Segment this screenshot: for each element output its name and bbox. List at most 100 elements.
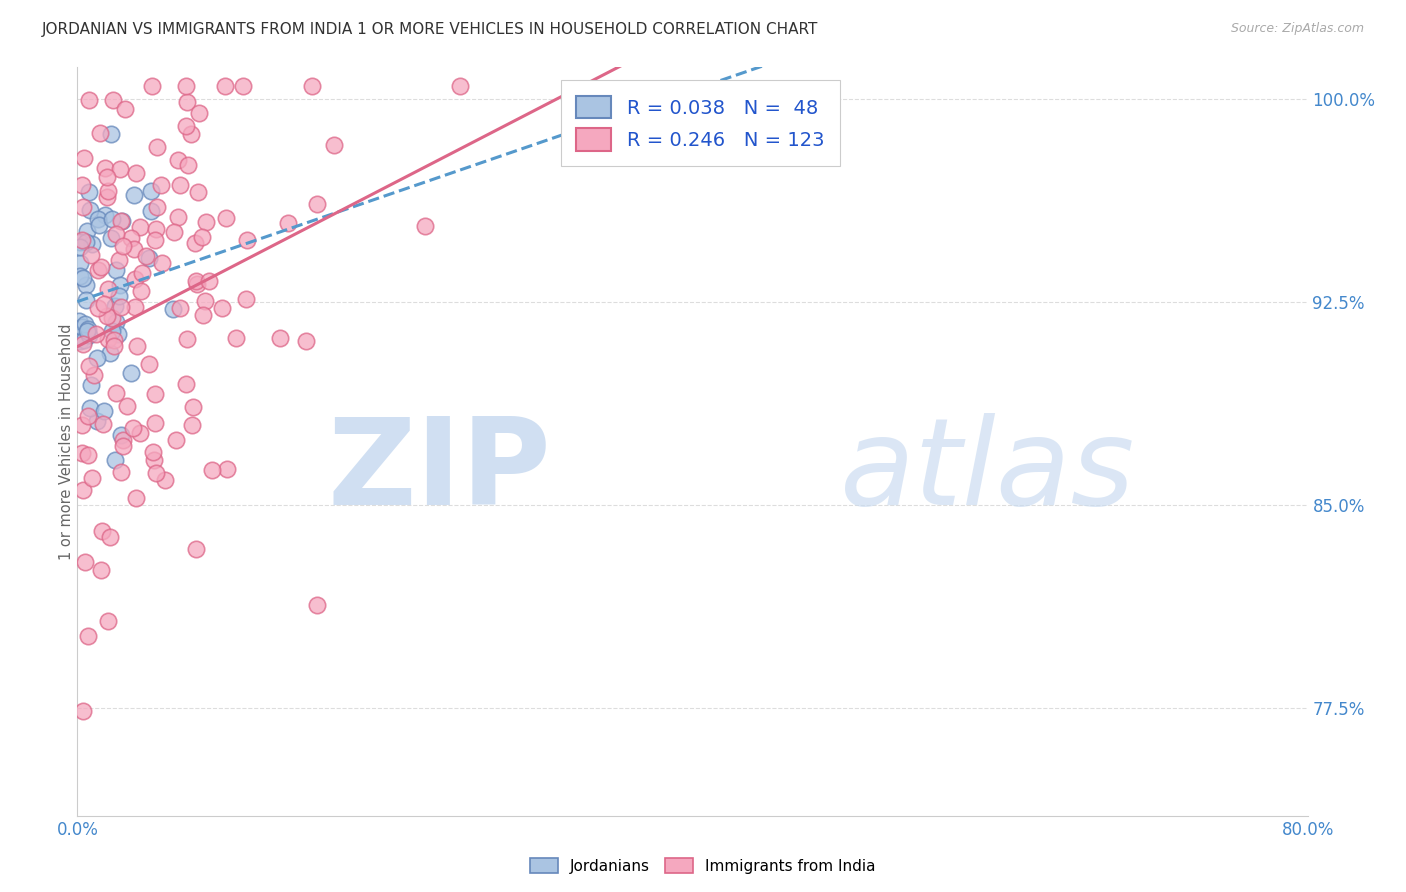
Point bbox=[186, 277, 208, 291]
Point bbox=[107, 253, 129, 268]
Point bbox=[73, 333, 96, 347]
Point bbox=[108, 277, 131, 292]
Point bbox=[91, 417, 114, 432]
Y-axis label: 1 or more Vehicles in Household: 1 or more Vehicles in Household bbox=[59, 323, 73, 560]
Point bbox=[75, 235, 97, 249]
Point bbox=[143, 416, 166, 430]
Point bbox=[186, 541, 208, 556]
Point bbox=[87, 219, 110, 233]
Point bbox=[191, 229, 214, 244]
Point bbox=[167, 153, 190, 167]
Point bbox=[143, 233, 166, 247]
Point bbox=[215, 462, 238, 476]
Point bbox=[145, 221, 167, 235]
Point bbox=[79, 401, 101, 415]
Point bbox=[77, 359, 100, 373]
Point bbox=[73, 151, 96, 165]
Point bbox=[142, 445, 165, 459]
Point bbox=[214, 78, 236, 93]
Point bbox=[145, 467, 167, 481]
Point bbox=[183, 235, 205, 250]
Point bbox=[86, 351, 108, 365]
Point bbox=[112, 439, 135, 453]
Point bbox=[120, 231, 142, 245]
Point bbox=[87, 211, 110, 226]
Point bbox=[76, 324, 98, 338]
Point bbox=[105, 263, 128, 277]
Point bbox=[70, 320, 93, 334]
Point bbox=[91, 524, 114, 538]
Point bbox=[141, 184, 163, 198]
Point bbox=[449, 78, 471, 93]
Point bbox=[115, 399, 138, 413]
Point bbox=[128, 425, 150, 440]
Point bbox=[269, 331, 291, 345]
Point bbox=[79, 202, 101, 217]
Point bbox=[97, 332, 120, 346]
Point bbox=[93, 297, 115, 311]
Point bbox=[236, 233, 259, 247]
Point bbox=[94, 161, 117, 175]
Point bbox=[322, 138, 344, 153]
Point bbox=[93, 404, 115, 418]
Point bbox=[104, 299, 127, 313]
Point bbox=[96, 170, 118, 185]
Point bbox=[112, 238, 135, 252]
Point bbox=[72, 200, 94, 214]
Point bbox=[94, 209, 117, 223]
Point bbox=[77, 448, 100, 462]
Point bbox=[301, 78, 323, 93]
Point bbox=[150, 256, 173, 270]
Point bbox=[69, 314, 91, 328]
Point bbox=[235, 292, 257, 306]
Point bbox=[89, 126, 111, 140]
Point bbox=[72, 270, 94, 285]
Point bbox=[100, 231, 122, 245]
Point bbox=[194, 294, 217, 309]
Point bbox=[100, 127, 122, 141]
Point bbox=[98, 346, 121, 360]
Point bbox=[70, 178, 93, 192]
Point bbox=[84, 326, 107, 341]
Point bbox=[86, 263, 108, 277]
Point bbox=[129, 219, 152, 234]
Point bbox=[167, 211, 190, 225]
Point bbox=[232, 78, 254, 93]
Point bbox=[114, 102, 136, 116]
Point bbox=[307, 598, 329, 612]
Point bbox=[122, 421, 145, 435]
Text: JORDANIAN VS IMMIGRANTS FROM INDIA 1 OR MORE VEHICLES IN HOUSEHOLD CORRELATION C: JORDANIAN VS IMMIGRANTS FROM INDIA 1 OR … bbox=[42, 22, 818, 37]
Point bbox=[104, 315, 127, 329]
Legend: Jordanians, Immigrants from India: Jordanians, Immigrants from India bbox=[524, 852, 882, 880]
Point bbox=[70, 445, 93, 459]
Point bbox=[77, 322, 100, 336]
Point bbox=[180, 417, 202, 432]
Point bbox=[187, 185, 209, 199]
Point bbox=[110, 300, 132, 314]
Point bbox=[191, 309, 214, 323]
Point bbox=[101, 211, 124, 226]
Point bbox=[72, 418, 94, 433]
Point bbox=[174, 119, 197, 133]
Point bbox=[413, 219, 436, 233]
Point bbox=[110, 214, 132, 228]
Point bbox=[305, 197, 328, 211]
Point bbox=[174, 78, 197, 93]
Point bbox=[135, 249, 157, 263]
Text: ZIP: ZIP bbox=[328, 413, 551, 530]
Point bbox=[79, 94, 101, 108]
Point bbox=[86, 414, 108, 428]
Point bbox=[77, 185, 100, 199]
Point bbox=[103, 339, 125, 353]
Point bbox=[107, 327, 129, 342]
Point bbox=[188, 106, 211, 120]
Point bbox=[146, 200, 169, 214]
Point bbox=[211, 301, 233, 315]
Point bbox=[201, 463, 224, 477]
Point bbox=[125, 491, 148, 506]
Point bbox=[120, 366, 142, 380]
Point bbox=[76, 224, 98, 238]
Point bbox=[195, 214, 218, 228]
Point bbox=[83, 368, 105, 382]
Point bbox=[177, 158, 200, 172]
